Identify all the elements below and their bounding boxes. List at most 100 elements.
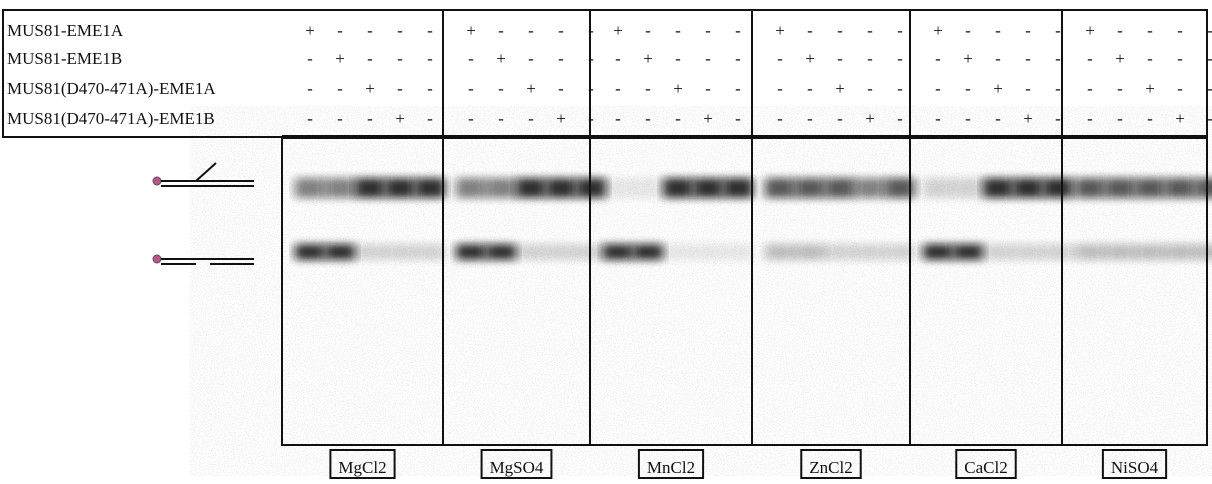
sign: -: [307, 49, 313, 68]
band-upper: [1105, 178, 1135, 198]
sign: -: [615, 109, 621, 128]
band-upper: [355, 178, 385, 198]
sign: +: [805, 49, 815, 68]
sign: -: [337, 109, 343, 128]
band-lower: [1043, 244, 1073, 260]
sign: -: [1147, 49, 1153, 68]
sign: -: [965, 21, 971, 40]
sign: -: [307, 79, 313, 98]
sign: -: [837, 109, 843, 128]
sign: -: [337, 21, 343, 40]
band-lower: [795, 244, 825, 260]
sign: -: [897, 109, 903, 128]
sign: +: [305, 21, 315, 40]
sign: -: [468, 49, 474, 68]
sign: -: [1117, 79, 1123, 98]
sign: -: [427, 79, 433, 98]
row-label: MUS81-EME1A: [7, 21, 124, 40]
sign: -: [645, 79, 651, 98]
sign: -: [1055, 109, 1061, 128]
sign: -: [995, 109, 1001, 128]
panel-label: MgCl2: [338, 458, 386, 477]
sign: -: [777, 79, 783, 98]
sign: -: [397, 49, 403, 68]
sign: +: [1023, 109, 1033, 128]
sign: -: [705, 21, 711, 40]
panel-label: MnCl2: [647, 458, 695, 477]
band-upper: [1135, 178, 1165, 198]
sign: -: [995, 49, 1001, 68]
panel-label-box: [329, 449, 396, 479]
sign: -: [498, 79, 504, 98]
sign: -: [1025, 21, 1031, 40]
sign: -: [675, 109, 681, 128]
band-lower: [516, 244, 546, 260]
sign: -: [735, 79, 741, 98]
sign: -: [1087, 49, 1093, 68]
band-upper: [1075, 178, 1105, 198]
sign: -: [1207, 79, 1212, 98]
band-lower: [663, 244, 693, 260]
sign: -: [1207, 49, 1212, 68]
sign: -: [645, 21, 651, 40]
band-upper: [1165, 178, 1195, 198]
sign: -: [307, 109, 313, 128]
panel-label-box: [1101, 449, 1168, 479]
sign: -: [1025, 49, 1031, 68]
band-lower: [923, 244, 953, 260]
sign: -: [615, 49, 621, 68]
sign: +: [1175, 109, 1185, 128]
sign: +: [613, 21, 623, 40]
row-label: MUS81-EME1B: [7, 49, 122, 68]
panel-label-box: [800, 449, 862, 479]
sign: -: [1055, 79, 1061, 98]
panel-label-box: [955, 449, 1017, 479]
band-lower: [693, 244, 723, 260]
sign: +: [993, 79, 1003, 98]
band-upper: [723, 178, 753, 198]
band-lower: [603, 244, 633, 260]
sign: -: [427, 49, 433, 68]
sign: -: [897, 21, 903, 40]
sign: -: [807, 21, 813, 40]
sign: -: [807, 109, 813, 128]
sign: -: [588, 49, 594, 68]
sign: -: [705, 49, 711, 68]
band-lower: [1075, 244, 1105, 260]
sign: +: [526, 79, 536, 98]
band-upper: [486, 178, 516, 198]
sign: -: [995, 21, 1001, 40]
band-lower: [295, 244, 325, 260]
sign: +: [365, 79, 375, 98]
sign: -: [468, 79, 474, 98]
sign: -: [1207, 21, 1212, 40]
sign: -: [1087, 79, 1093, 98]
panel-label: CaCl2: [964, 458, 1007, 477]
sign: -: [528, 21, 534, 40]
panel-label-box: [480, 449, 553, 479]
band-lower: [355, 244, 385, 260]
sign: +: [963, 49, 973, 68]
sign: -: [367, 109, 373, 128]
band-lower: [325, 244, 355, 260]
sign: +: [933, 21, 943, 40]
sign: +: [466, 21, 476, 40]
sign: +: [1115, 49, 1125, 68]
sign: -: [558, 21, 564, 40]
sign: +: [643, 49, 653, 68]
band-upper: [855, 178, 885, 198]
panel-label: NiSO4: [1111, 458, 1159, 477]
sign: +: [1085, 21, 1095, 40]
row-label: MUS81(D470-471A)-EME1B: [7, 109, 215, 128]
band-upper: [1195, 178, 1212, 198]
sign: -: [1147, 109, 1153, 128]
sign: -: [807, 79, 813, 98]
sign: -: [397, 79, 403, 98]
band-upper: [693, 178, 723, 198]
sign: +: [775, 21, 785, 40]
row-label: MUS81(D470-471A)-EME1A: [7, 79, 216, 98]
sign: -: [1177, 79, 1183, 98]
sign: +: [496, 49, 506, 68]
band-upper: [456, 178, 486, 198]
